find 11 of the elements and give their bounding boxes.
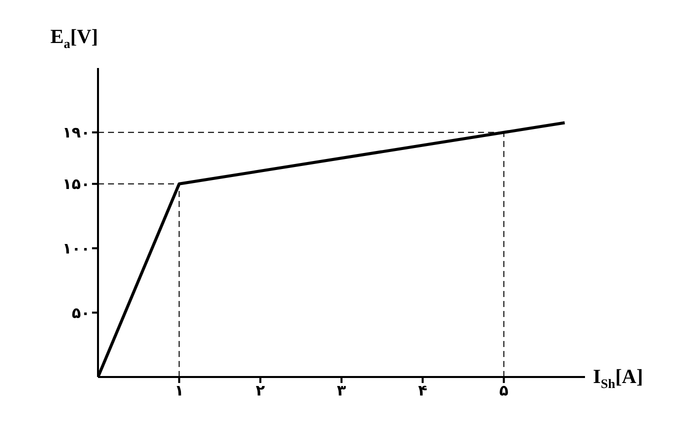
x-tick-label: ۱ <box>174 382 184 400</box>
y-tick-label: ۵۰ <box>72 304 90 322</box>
x-axis-title: I$_{Sh}$[A] <box>593 366 644 391</box>
x-tick-label: ۳ <box>336 382 346 400</box>
x-tick-label: ۴ <box>418 382 428 400</box>
y-tick-label: ۱۰۰ <box>62 240 90 258</box>
x-tick-label: ۲ <box>256 382 265 400</box>
y-tick-label: ۱۹۰ <box>62 124 90 142</box>
y-tick-label: ۱۵۰ <box>62 175 90 194</box>
y-axis-title: E$_{a}$[V] <box>50 26 98 51</box>
x-tick-label: ۵ <box>499 382 508 400</box>
